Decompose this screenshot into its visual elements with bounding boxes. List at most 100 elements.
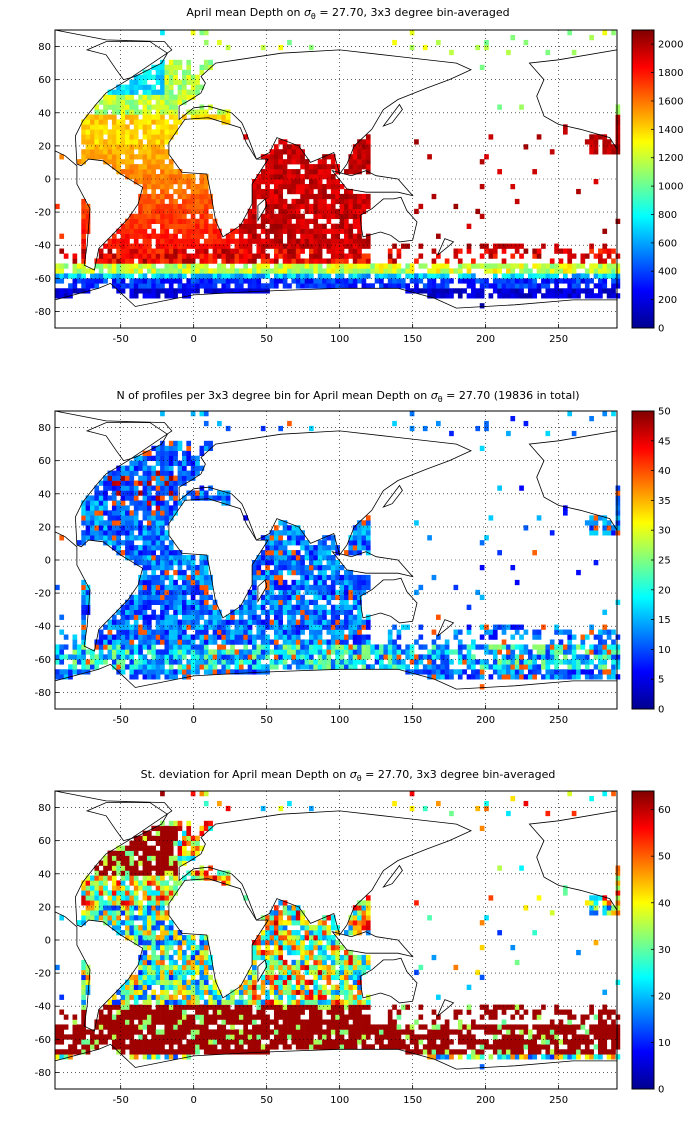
heatmap-cell bbox=[116, 258, 121, 263]
heatmap-cell bbox=[173, 446, 178, 451]
heatmap-cell bbox=[331, 174, 336, 179]
heatmap-cell bbox=[248, 214, 253, 219]
heatmap-cell bbox=[169, 555, 174, 560]
heatmap-cell bbox=[143, 846, 148, 851]
heatmap-cell bbox=[178, 476, 183, 481]
heatmap-cell bbox=[230, 639, 235, 644]
heatmap-cell bbox=[309, 620, 314, 625]
heatmap-cell bbox=[357, 575, 362, 580]
heatmap-cell bbox=[484, 644, 489, 649]
heatmap-cell bbox=[379, 273, 384, 278]
colorbar-tick-label: 1000 bbox=[658, 182, 683, 193]
heatmap-cell bbox=[103, 861, 108, 866]
heatmap-cell bbox=[353, 639, 358, 644]
heatmap-cell bbox=[186, 204, 191, 209]
heatmap-cell bbox=[169, 644, 174, 649]
heatmap-cell bbox=[103, 124, 108, 129]
heatmap-cell bbox=[143, 1019, 148, 1024]
heatmap-cell bbox=[116, 1005, 121, 1010]
heatmap-cell bbox=[278, 555, 283, 560]
heatmap-cell bbox=[182, 283, 187, 288]
heatmap-cell bbox=[151, 1049, 156, 1054]
heatmap-cell bbox=[64, 1049, 69, 1054]
heatmap-cell bbox=[563, 263, 568, 268]
heatmap-cell bbox=[147, 278, 152, 283]
heatmap-cell bbox=[392, 649, 397, 654]
heatmap-cell bbox=[156, 620, 161, 625]
heatmap-cell bbox=[164, 263, 169, 268]
heatmap-cell bbox=[116, 885, 121, 890]
heatmap-cell bbox=[572, 664, 577, 669]
heatmap-cell bbox=[375, 654, 380, 659]
heatmap-cell bbox=[204, 649, 209, 654]
heatmap-cell bbox=[129, 134, 134, 139]
heatmap-cell bbox=[427, 649, 432, 654]
heatmap-cell bbox=[108, 1010, 113, 1015]
heatmap-cell bbox=[73, 263, 78, 268]
heatmap-cell bbox=[248, 605, 253, 610]
heatmap-cell bbox=[362, 525, 367, 530]
heatmap-cell bbox=[300, 249, 305, 254]
heatmap-cell bbox=[164, 268, 169, 273]
heatmap-cell bbox=[129, 635, 134, 640]
heatmap-cell bbox=[519, 273, 524, 278]
heatmap-cell bbox=[532, 249, 537, 254]
heatmap-cell bbox=[449, 50, 454, 55]
heatmap-cell bbox=[204, 109, 209, 114]
heatmap-cell bbox=[585, 674, 590, 679]
heatmap-cell bbox=[164, 545, 169, 550]
heatmap-cell bbox=[173, 595, 178, 600]
heatmap-cell bbox=[204, 30, 209, 35]
heatmap-cell bbox=[524, 283, 529, 288]
heatmap-cell bbox=[265, 184, 270, 189]
heatmap-cell bbox=[143, 600, 148, 605]
heatmap-cell bbox=[143, 244, 148, 249]
heatmap-cell bbox=[248, 258, 253, 263]
heatmap-cell bbox=[138, 124, 143, 129]
heatmap-cell bbox=[445, 278, 450, 283]
heatmap-cell bbox=[81, 600, 86, 605]
heatmap-cell bbox=[116, 545, 121, 550]
heatmap-cell bbox=[287, 644, 292, 649]
heatmap-cell bbox=[528, 649, 533, 654]
heatmap-cell bbox=[243, 649, 248, 654]
heatmap-cell bbox=[125, 990, 130, 995]
heatmap-cell bbox=[432, 268, 437, 273]
colorbar-tick-label: 1400 bbox=[658, 125, 683, 136]
heatmap-cell bbox=[243, 249, 248, 254]
heatmap-cell bbox=[160, 411, 165, 416]
heatmap-cell bbox=[116, 635, 121, 640]
heatmap-cell bbox=[178, 570, 183, 575]
heatmap-cell bbox=[204, 595, 209, 600]
heatmap-cell bbox=[112, 90, 117, 95]
heatmap-cell bbox=[195, 199, 200, 204]
heatmap-cell bbox=[366, 199, 371, 204]
heatmap-cell bbox=[156, 505, 161, 510]
heatmap-cell bbox=[322, 580, 327, 585]
heatmap-cell bbox=[134, 875, 139, 880]
heatmap-cell bbox=[143, 495, 148, 500]
heatmap-cell bbox=[515, 288, 520, 293]
heatmap-cell bbox=[445, 659, 450, 664]
heatmap-cell bbox=[112, 540, 117, 545]
heatmap-cell bbox=[156, 114, 161, 119]
heatmap-cell bbox=[274, 654, 279, 659]
heatmap-cell bbox=[265, 565, 270, 570]
heatmap-cell bbox=[147, 995, 152, 1000]
heatmap-cell bbox=[182, 179, 187, 184]
heatmap-cell bbox=[313, 283, 318, 288]
heatmap-cell bbox=[471, 659, 476, 664]
heatmap-cell bbox=[129, 915, 134, 920]
heatmap-cell bbox=[160, 219, 165, 224]
heatmap-cell bbox=[265, 575, 270, 580]
heatmap-cell bbox=[151, 174, 156, 179]
heatmap-cell bbox=[169, 620, 174, 625]
heatmap-cell bbox=[178, 590, 183, 595]
heatmap-cell bbox=[143, 214, 148, 219]
heatmap-cell bbox=[200, 635, 205, 640]
heatmap-cell bbox=[147, 550, 152, 555]
heatmap-cell bbox=[248, 239, 253, 244]
heatmap-cell bbox=[191, 194, 196, 199]
heatmap-cell bbox=[121, 471, 126, 476]
heatmap-cell bbox=[178, 288, 183, 293]
